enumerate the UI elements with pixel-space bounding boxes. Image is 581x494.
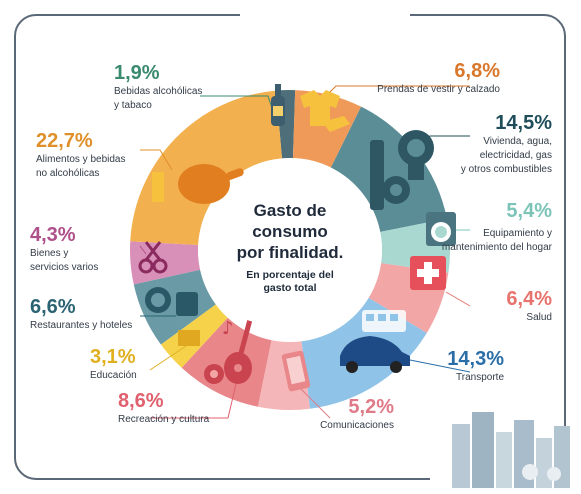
leader-line [140, 149, 173, 171]
scissors-icon [138, 241, 168, 274]
phone-icon [281, 350, 311, 392]
suitcase-icon [176, 292, 198, 316]
ball-icon [204, 364, 224, 384]
leader-line [149, 345, 187, 371]
bus-icon [362, 310, 406, 332]
leader-line [200, 95, 273, 109]
key-icon [370, 140, 410, 210]
label-recreacion: 8,6% Recreación y cultura [118, 390, 210, 425]
music-note-icon: ♪ [222, 318, 234, 339]
chart-title: Gasto de consumo por finalidad. [236, 201, 344, 262]
label-salud: 6,4% Salud [506, 288, 552, 323]
glass-icon [152, 172, 164, 202]
leader-line [399, 357, 471, 373]
medical-cross-icon [410, 256, 446, 290]
label-vivienda: 14,5% Vivienda, agua, electricidad, gas … [460, 112, 552, 175]
plate-icon [145, 287, 171, 313]
label-prendas: 6,8% Prendas de vestir y calzado [377, 60, 500, 95]
label-equipamiento: 5,4% Equipamiento y mantenimiento del ho… [441, 200, 552, 253]
leader-line [139, 245, 147, 255]
washing-machine-icon [426, 212, 456, 246]
label-restaurantes: 6,6% Restaurantes y hoteles [30, 296, 133, 331]
svg-text:♪: ♪ [222, 318, 234, 339]
label-bebidas: 1,9% Bebidas alcohólicas y tabaco [114, 62, 203, 111]
donut-slice [330, 106, 447, 232]
guitar-icon [224, 320, 253, 384]
car-icon [340, 336, 410, 373]
bottle-icon [271, 84, 285, 126]
chart-subtitle: En porcentaje del gasto total [246, 269, 334, 294]
chicken-icon [178, 164, 244, 204]
book-icon [178, 330, 200, 346]
label-alimentos: 22,7% Alimentos y bebidas no alcohólicas [36, 130, 126, 179]
label-bienes: 4,3% Bienes y servicios varios [30, 224, 99, 273]
city-skyline-icon [452, 412, 570, 488]
leader-line [150, 383, 237, 419]
center-title-block: Gasto de consumo por finalidad. En porce… [210, 200, 370, 295]
leader-line [445, 291, 471, 307]
donut-hole [198, 158, 382, 342]
label-comunicaciones: 5,2% Comunicaciones [320, 396, 394, 431]
leader-line [299, 387, 331, 419]
label-educacion: 3,1% Educación [90, 346, 137, 381]
tshirt-icon [300, 90, 350, 132]
lightbulb-icon [398, 130, 434, 180]
label-transporte: 14,3% Transporte [447, 348, 504, 383]
